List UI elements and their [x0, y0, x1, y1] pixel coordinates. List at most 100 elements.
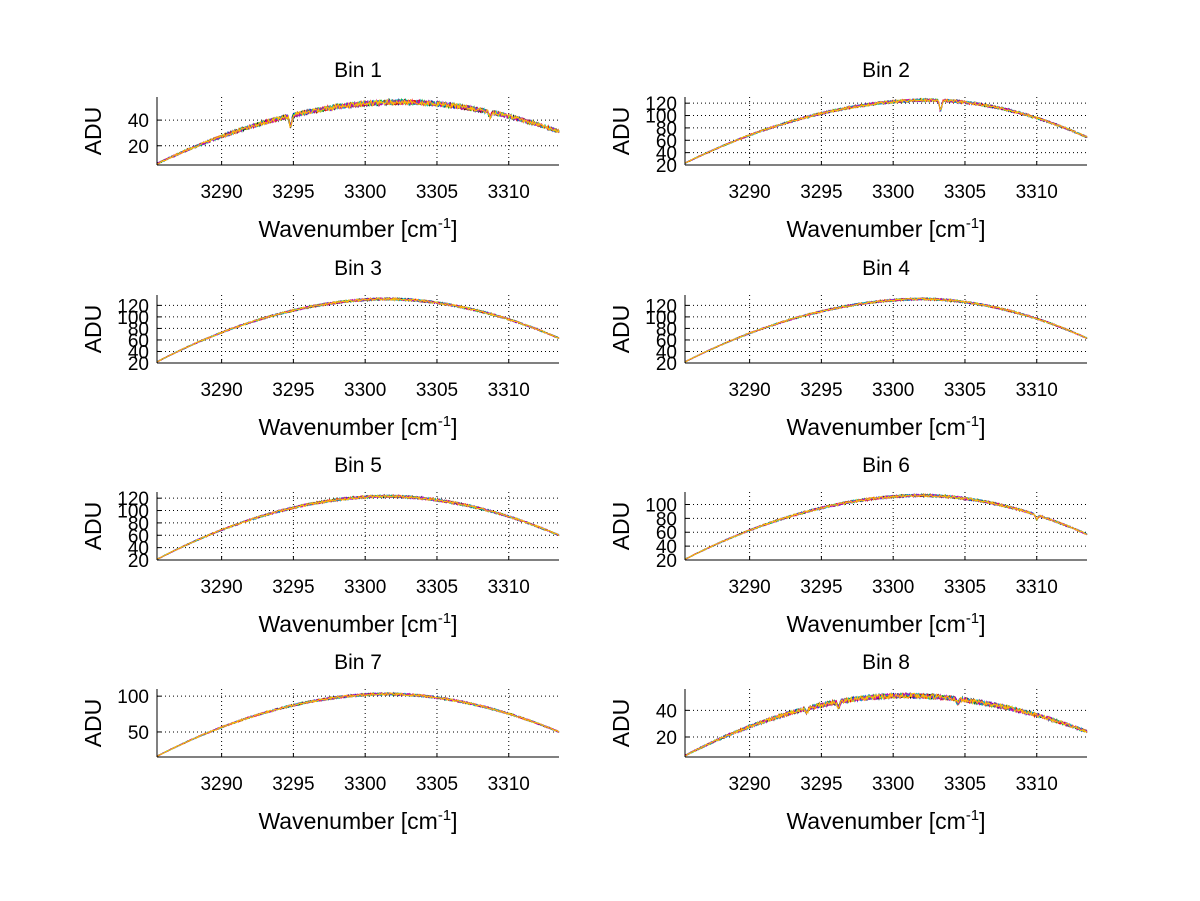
- y-axis-label: ADU: [608, 699, 634, 748]
- x-tick-label: 3295: [800, 380, 842, 401]
- x-tick-label: 3310: [488, 380, 530, 401]
- x-axis-label-sup: -1: [438, 413, 451, 430]
- x-axis-label: Wavenumber [cm-1]: [258, 215, 457, 242]
- x-tick-label: 3300: [344, 774, 386, 795]
- x-axis-label-sup: -1: [438, 807, 451, 824]
- series-line-7: [684, 493, 1088, 560]
- subplot-bin-8: 3290 3295 3300 3305 3310 20 40 Bin 8 Wavenumber …: [608, 651, 1088, 834]
- y-tick-label: 40: [656, 701, 677, 722]
- chart-title: Bin 2: [862, 59, 910, 82]
- x-axis-label-tail: ]: [451, 808, 457, 834]
- y-tick-label: 80: [128, 514, 149, 535]
- x-axis-label-main: Wavenumber [cm: [786, 611, 965, 637]
- x-axis-label-tail: ]: [979, 414, 985, 440]
- x-tick-label: 3295: [800, 577, 842, 598]
- y-tick-label: 120: [117, 489, 149, 510]
- chart-title: Bin 5: [334, 454, 382, 477]
- x-tick-label: 3310: [488, 577, 530, 598]
- series-line-7: [685, 692, 1088, 757]
- chart-title: Bin 4: [862, 257, 910, 280]
- y-tick-label: 40: [128, 111, 149, 132]
- x-tick-label: 3295: [272, 380, 314, 401]
- y-axis-label: ADU: [80, 502, 106, 551]
- y-tick-label: 40: [656, 537, 677, 558]
- x-tick-label: 3305: [416, 774, 458, 795]
- y-tick-label: 80: [656, 319, 677, 340]
- x-tick-label: 3305: [416, 577, 458, 598]
- y-tick-label: 40: [656, 144, 677, 165]
- y-tick-label: 120: [645, 296, 677, 317]
- y-tick-label: 100: [645, 107, 677, 128]
- y-axis-label: ADU: [608, 107, 634, 156]
- x-tick-label: 3305: [416, 182, 458, 203]
- x-axis-label-tail: ]: [979, 611, 985, 637]
- x-tick-label: 3295: [272, 774, 314, 795]
- y-tick-label: 20: [656, 156, 677, 177]
- x-axis-label-sup: -1: [966, 215, 979, 232]
- x-axis-label-main: Wavenumber [cm: [786, 414, 965, 440]
- x-tick-label: 3300: [344, 380, 386, 401]
- chart-title: Bin 1: [334, 59, 382, 82]
- y-tick-label: 50: [128, 723, 149, 744]
- x-tick-label: 3300: [872, 577, 914, 598]
- x-tick-label: 3310: [488, 182, 530, 203]
- x-axis-label-main: Wavenumber [cm: [258, 414, 437, 440]
- y-axis-label: ADU: [80, 699, 106, 748]
- x-tick-label: 3310: [488, 774, 530, 795]
- x-tick-label: 3295: [800, 774, 842, 795]
- x-axis-label-tail: ]: [979, 216, 985, 242]
- subplot-bin-7: 3290 3295 3300 3305 3310 50 100 Bin 7 Wavenumber…: [80, 651, 560, 834]
- y-tick-label: 60: [128, 526, 149, 547]
- x-tick-label: 3310: [1016, 380, 1058, 401]
- x-tick-label: 3290: [200, 380, 242, 401]
- x-tick-label: 3295: [272, 182, 314, 203]
- x-tick-label: 3295: [800, 182, 842, 203]
- series-line-7: [156, 494, 560, 560]
- chart-title: Bin 7: [334, 651, 382, 674]
- y-axis-label: ADU: [80, 107, 106, 156]
- y-tick-label: 60: [656, 131, 677, 152]
- y-tick-label: 100: [645, 308, 677, 329]
- x-axis-label-sup: -1: [966, 807, 979, 824]
- x-tick-label: 3290: [728, 182, 770, 203]
- x-axis-label: Wavenumber [cm-1]: [258, 610, 457, 637]
- y-tick-label: 20: [128, 551, 149, 572]
- x-axis-label-sup: -1: [438, 610, 451, 627]
- series-line-7: [156, 98, 560, 165]
- x-tick-label: 3300: [872, 182, 914, 203]
- x-tick-label: 3290: [200, 577, 242, 598]
- x-tick-label: 3305: [944, 380, 986, 401]
- x-axis-label-tail: ]: [979, 808, 985, 834]
- y-tick-label: 20: [128, 354, 149, 375]
- x-tick-label: 3300: [344, 577, 386, 598]
- x-tick-label: 3310: [1016, 577, 1058, 598]
- x-tick-label: 3300: [872, 380, 914, 401]
- series-line-7: [156, 691, 560, 757]
- x-axis-label: Wavenumber [cm-1]: [258, 807, 457, 834]
- x-tick-label: 3300: [872, 774, 914, 795]
- y-tick-label: 40: [128, 342, 149, 363]
- x-tick-label: 3305: [944, 577, 986, 598]
- y-tick-label: 120: [117, 296, 149, 317]
- y-tick-label: 20: [656, 551, 677, 572]
- y-tick-label: 20: [656, 728, 677, 749]
- y-tick-label: 100: [117, 502, 149, 523]
- y-tick-label: 100: [645, 495, 677, 516]
- x-tick-label: 3290: [728, 774, 770, 795]
- x-axis-label-main: Wavenumber [cm: [786, 216, 965, 242]
- y-tick-label: 80: [656, 509, 677, 530]
- chart-title: Bin 6: [862, 454, 910, 477]
- y-tick-label: 60: [656, 331, 677, 352]
- x-tick-label: 3290: [728, 380, 770, 401]
- subplot-bin-1: 3290 3295 3300 3305 3310 20 40 Bin 1 Wavenumber …: [80, 59, 560, 242]
- x-tick-label: 3305: [416, 380, 458, 401]
- y-axis-label: ADU: [80, 305, 106, 354]
- y-tick-label: 60: [656, 523, 677, 544]
